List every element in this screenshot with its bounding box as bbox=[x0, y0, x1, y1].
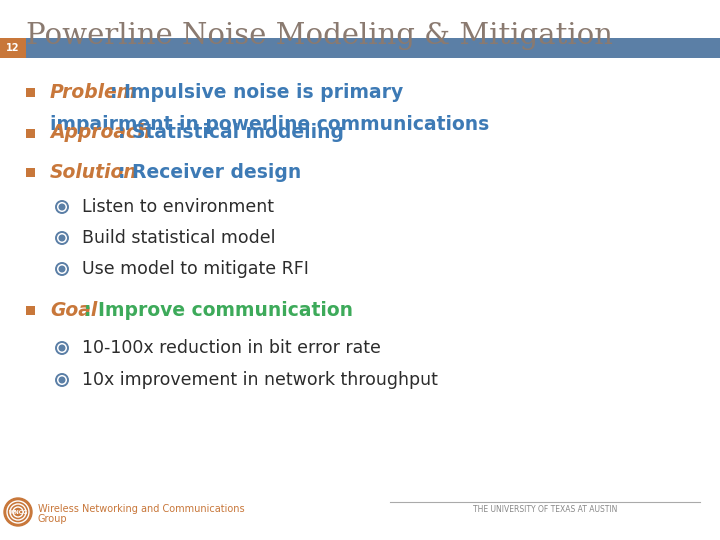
Text: THE UNIVERSITY OF TEXAS AT AUSTIN: THE UNIVERSITY OF TEXAS AT AUSTIN bbox=[473, 505, 617, 515]
Bar bbox=[25, 167, 35, 177]
Bar bbox=[25, 87, 35, 97]
Text: : Receiver design: : Receiver design bbox=[118, 163, 301, 181]
Circle shape bbox=[59, 345, 65, 351]
Text: Wireless Networking and Communications: Wireless Networking and Communications bbox=[38, 504, 245, 514]
Text: : Impulsive noise is primary: : Impulsive noise is primary bbox=[109, 83, 402, 102]
Text: impairment in powerline communications: impairment in powerline communications bbox=[50, 114, 490, 133]
Circle shape bbox=[59, 377, 65, 383]
Text: Listen to environment: Listen to environment bbox=[82, 198, 274, 216]
Text: Problem: Problem bbox=[50, 83, 138, 102]
Text: Approach: Approach bbox=[50, 124, 150, 143]
Bar bbox=[25, 129, 35, 138]
Text: 10x improvement in network throughput: 10x improvement in network throughput bbox=[82, 371, 438, 389]
Text: WNCG: WNCG bbox=[9, 510, 27, 515]
Text: 10-100x reduction in bit error rate: 10-100x reduction in bit error rate bbox=[82, 339, 381, 357]
Circle shape bbox=[59, 266, 65, 272]
Text: Powerline Noise Modeling & Mitigation: Powerline Noise Modeling & Mitigation bbox=[26, 22, 613, 50]
Text: : Improve communication: : Improve communication bbox=[84, 300, 353, 320]
Bar bbox=[0, 38, 26, 58]
Text: Build statistical model: Build statistical model bbox=[82, 229, 276, 247]
Circle shape bbox=[59, 235, 65, 241]
Bar bbox=[0, 38, 720, 58]
Text: 12: 12 bbox=[6, 43, 19, 53]
Text: Solution: Solution bbox=[50, 163, 138, 181]
Text: Goal: Goal bbox=[50, 300, 97, 320]
Circle shape bbox=[4, 498, 32, 526]
Text: : Statistical modeling: : Statistical modeling bbox=[118, 124, 344, 143]
Text: Use model to mitigate RFI: Use model to mitigate RFI bbox=[82, 260, 309, 278]
Text: Group: Group bbox=[38, 514, 68, 524]
Bar bbox=[25, 306, 35, 314]
Circle shape bbox=[59, 204, 65, 210]
